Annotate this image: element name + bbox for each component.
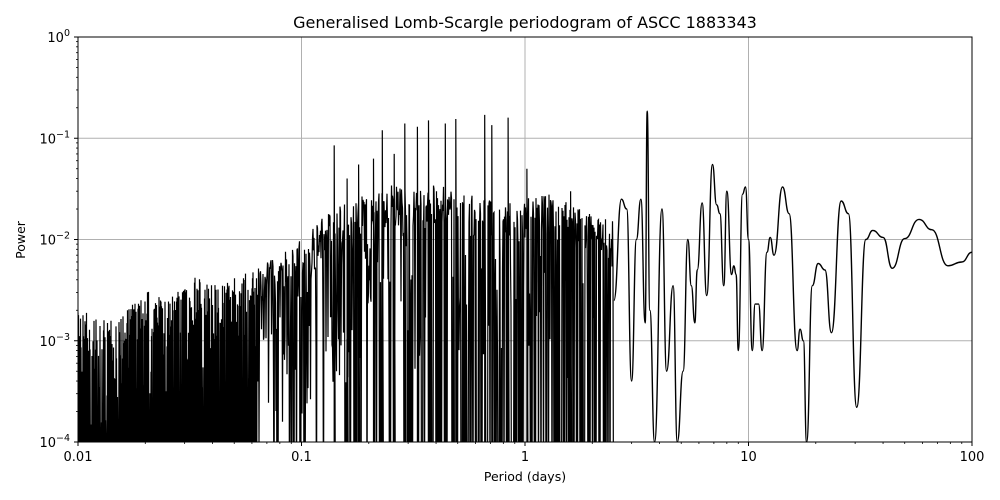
y-tick-label: 10−2 — [39, 231, 70, 249]
periodogram-smooth-line — [613, 110, 972, 442]
periodogram-noise-line — [78, 114, 614, 442]
x-tick-label: 0.1 — [291, 450, 312, 465]
plot-area — [78, 110, 972, 442]
y-tick-label: 10−1 — [39, 129, 70, 147]
x-axis-label: Period (days) — [484, 469, 566, 484]
x-tick-label: 0.01 — [64, 450, 93, 465]
chart-title: Generalised Lomb-Scargle periodogram of … — [293, 13, 757, 32]
y-tick-label: 10−3 — [39, 332, 70, 350]
x-axis-ticks: 0.01 0.1 1 10 100 — [64, 442, 985, 465]
x-tick-label: 10 — [740, 450, 757, 465]
y-tick-label: 100 — [47, 28, 70, 46]
y-axis-ticks: 100 10−1 10−2 10−3 10−4 — [39, 28, 78, 451]
y-tick-label: 10−4 — [39, 433, 70, 451]
x-tick-label: 1 — [521, 450, 529, 465]
x-tick-label: 100 — [960, 450, 985, 465]
y-axis-label: Power — [13, 220, 28, 259]
